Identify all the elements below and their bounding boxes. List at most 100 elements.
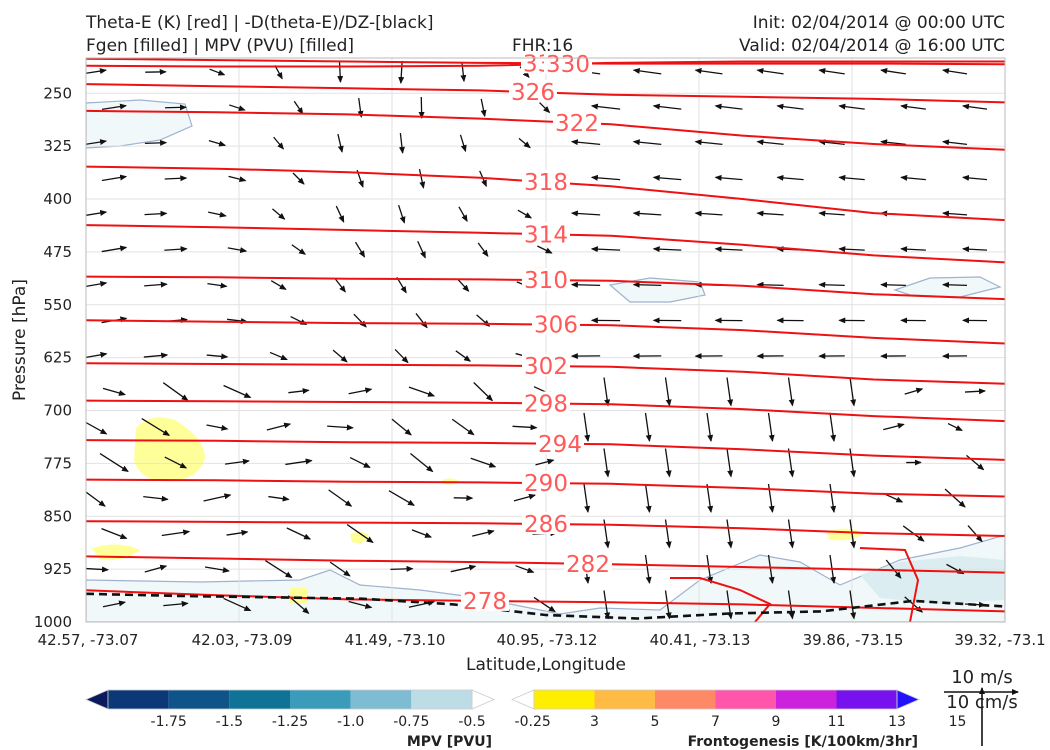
wind-vector <box>962 103 988 110</box>
wind-vector <box>397 205 406 224</box>
wind-vector <box>144 210 168 217</box>
wind-vector <box>328 489 353 507</box>
wind-vector <box>224 458 250 465</box>
wind-vector <box>162 382 189 401</box>
wind-vector <box>942 139 968 146</box>
wind-vector <box>451 418 475 436</box>
wind-vector <box>944 488 966 508</box>
wind-vector <box>537 245 553 254</box>
wind-vector <box>603 377 611 407</box>
theta-e-label-bg <box>522 354 570 377</box>
wind-vector <box>101 174 128 182</box>
wind-vector <box>776 103 804 110</box>
wind-vector <box>942 210 968 217</box>
wind-vector <box>883 422 905 431</box>
wind-vector <box>208 211 227 218</box>
theta-e-label-bg <box>522 268 570 291</box>
y-tick-label: 325 <box>43 137 72 155</box>
theta-e-label-282: 282 <box>566 552 610 578</box>
fgen-colorbar-swatch <box>776 690 837 709</box>
wind-vector <box>756 67 784 75</box>
wind-vector <box>767 554 775 584</box>
wind-vector <box>900 246 926 253</box>
y-tick-label: 625 <box>43 349 72 367</box>
wind-vector <box>570 281 601 288</box>
wind-scale-u-label: 10 m/s <box>951 667 1013 688</box>
wind-vector <box>265 560 293 578</box>
wind-vector <box>900 174 926 181</box>
wind-vector <box>787 590 795 620</box>
forecast-hour: FHR:16 <box>512 36 574 56</box>
wind-vector <box>398 133 405 154</box>
y-tick-label: 700 <box>43 402 72 420</box>
mpv-colorbar-tick: -1.25 <box>272 714 308 730</box>
wind-vector <box>348 600 373 609</box>
mpv-colorbar-tick: -0.75 <box>393 714 429 730</box>
wind-vector <box>455 350 472 362</box>
wind-vector <box>86 139 108 145</box>
y-tick-label: 250 <box>43 84 72 102</box>
wind-vector <box>349 456 371 469</box>
wind-vector <box>726 519 734 549</box>
theta-e-label-330: 330 <box>546 52 590 78</box>
wind-vector <box>99 453 129 472</box>
theta-e-label-bg <box>544 51 592 74</box>
wind-vector <box>539 102 551 114</box>
wind-vector <box>644 483 652 513</box>
wind-vector <box>456 278 470 292</box>
fgen-colorbar-tick: 9 <box>772 714 781 730</box>
wind-vector <box>102 600 126 608</box>
wind-vector <box>391 418 412 436</box>
wind-vector <box>880 139 906 146</box>
theta-e-contour-278-fold <box>670 577 772 622</box>
wind-vector <box>849 519 857 549</box>
wind-vector <box>266 422 292 431</box>
wind-vector <box>787 448 795 478</box>
wind-vector <box>346 524 374 543</box>
wind-vector <box>143 352 169 359</box>
fgen-colorbar-tick: 11 <box>828 714 846 730</box>
wind-vector <box>144 281 168 288</box>
wind-vector <box>480 98 487 118</box>
wind-vector <box>880 281 906 288</box>
init-time: Init: 02/04/2014 @ 00:00 UTC <box>752 13 1005 33</box>
wind-vector <box>776 174 804 181</box>
wind-vector <box>644 412 652 442</box>
theta-e-label-298: 298 <box>524 391 568 417</box>
mpv-colorbar-swatch <box>229 690 290 709</box>
wind-vector <box>967 525 983 543</box>
wind-vector <box>329 561 351 577</box>
wind-vector <box>849 590 857 620</box>
wind-vector <box>353 313 367 328</box>
wind-vector <box>904 387 924 395</box>
wind-vector <box>141 418 171 436</box>
wind-vector <box>292 172 305 185</box>
theta-e-label-286: 286 <box>524 512 568 538</box>
wind-vector <box>394 349 409 364</box>
theta-e-label-294: 294 <box>538 432 582 458</box>
wind-vector <box>206 424 229 431</box>
fgen-colorbar-arrow-right <box>896 689 921 710</box>
fgen-colorbar-label: Frontogenesis [K/100km/3hr] <box>688 734 918 750</box>
wind-vector <box>143 495 169 502</box>
wind-vector <box>334 277 346 293</box>
theta-e-label-326: 326 <box>511 80 555 106</box>
fgen-colorbar-tick: 3 <box>590 714 599 730</box>
wind-vector <box>274 65 283 80</box>
wind-vector <box>388 490 415 506</box>
y-tick-label: 550 <box>43 296 72 314</box>
wind-vector <box>644 554 652 584</box>
wind-vector <box>287 595 310 614</box>
wind-vector <box>285 458 313 466</box>
wind-vector <box>272 208 286 220</box>
wind-vector <box>583 483 591 513</box>
wind-vector <box>288 388 310 394</box>
mpv-colorbar-swatch <box>290 690 351 709</box>
wind-vector <box>209 68 226 76</box>
fgen-colorbar-swatch <box>594 690 655 709</box>
mpv-colorbar-swatch <box>411 690 472 709</box>
theta-e-label-bg <box>522 471 570 494</box>
mpv-colorbar-label: MPV [PVU] <box>407 734 492 750</box>
wind-vector <box>450 564 477 573</box>
fgen-colorbar-swatch <box>836 690 897 709</box>
